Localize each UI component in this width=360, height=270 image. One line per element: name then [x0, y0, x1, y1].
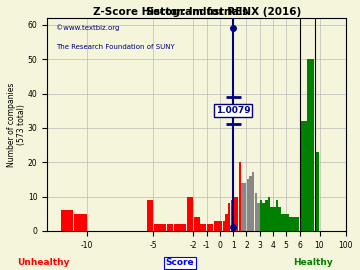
Bar [160, 224, 166, 231]
Bar [74, 214, 86, 231]
Title: Z-Score Histogram for RENX (2016): Z-Score Histogram for RENX (2016) [93, 7, 301, 17]
Bar [265, 200, 267, 231]
Bar [247, 179, 249, 231]
Bar [278, 207, 281, 231]
Bar [180, 224, 186, 231]
Bar [231, 200, 233, 231]
Bar [167, 224, 173, 231]
Text: The Research Foundation of SUNY: The Research Foundation of SUNY [56, 43, 175, 49]
Bar [207, 224, 213, 231]
Bar [187, 197, 193, 231]
Bar [220, 221, 222, 231]
Bar [294, 217, 297, 231]
Text: Healthy: Healthy [293, 258, 333, 267]
Bar [281, 214, 284, 231]
Bar [174, 224, 180, 231]
Text: 1.0079: 1.0079 [216, 106, 251, 115]
Bar [244, 183, 246, 231]
Bar [315, 152, 319, 231]
Bar [289, 217, 292, 231]
Bar [200, 224, 206, 231]
Bar [297, 217, 300, 231]
Bar [292, 217, 294, 231]
Bar [225, 214, 228, 231]
Bar [194, 217, 200, 231]
Bar [236, 197, 238, 231]
Text: Unhealthy: Unhealthy [17, 258, 69, 267]
Text: Sector: Industrials: Sector: Industrials [146, 7, 248, 17]
Text: Score: Score [166, 258, 194, 267]
Bar [273, 207, 275, 231]
Bar [276, 200, 278, 231]
Bar [241, 183, 244, 231]
Bar [61, 210, 73, 231]
Bar [228, 203, 230, 231]
Bar [300, 121, 307, 231]
Bar [260, 200, 262, 231]
Bar [262, 203, 265, 231]
Bar [287, 214, 289, 231]
Bar [154, 224, 160, 231]
Y-axis label: Number of companies
(573 total): Number of companies (573 total) [7, 82, 26, 167]
Bar [270, 207, 273, 231]
Bar [249, 176, 252, 231]
Bar [239, 162, 241, 231]
Bar [268, 197, 270, 231]
Bar [257, 203, 260, 231]
Bar [284, 214, 286, 231]
Bar [255, 193, 257, 231]
Bar [147, 200, 153, 231]
Text: ©www.textbiz.org: ©www.textbiz.org [56, 24, 120, 31]
Bar [252, 173, 254, 231]
Bar [222, 221, 225, 231]
Bar [307, 59, 314, 231]
Bar [213, 221, 220, 231]
Bar [233, 197, 236, 231]
